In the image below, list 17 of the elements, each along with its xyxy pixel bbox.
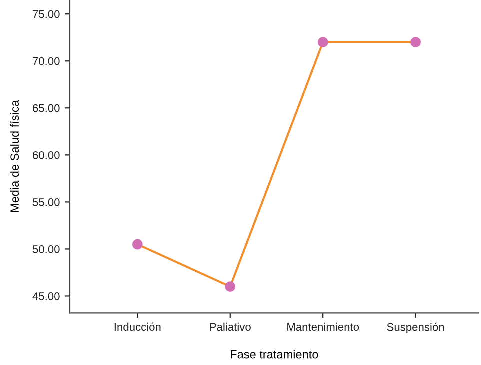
point	[132, 239, 143, 250]
x-tick-label: Paliativo	[210, 322, 251, 332]
point	[410, 37, 421, 48]
y-tick-label: 75.00	[33, 10, 60, 18]
y-axis-title: Media de Salud física	[10, 100, 20, 212]
y-tick-label: 55.00	[32, 198, 60, 206]
y-tick-label: 65.00	[33, 104, 60, 112]
x-tick-label: Suspensión	[387, 322, 444, 334]
y-tick-label: 70.00	[33, 57, 60, 66]
x-tick-label: Mantenimiento	[288, 322, 360, 332]
y-tick-label: 50.00	[32, 245, 60, 254]
y-tick-label: 60.00	[33, 151, 60, 160]
y-tick-label: 45.00	[32, 292, 60, 300]
point	[225, 282, 236, 292]
point	[318, 37, 328, 48]
x-tick-label: Inducción	[114, 322, 161, 332]
x-axis-title: Fase tratamiento	[231, 350, 318, 359]
